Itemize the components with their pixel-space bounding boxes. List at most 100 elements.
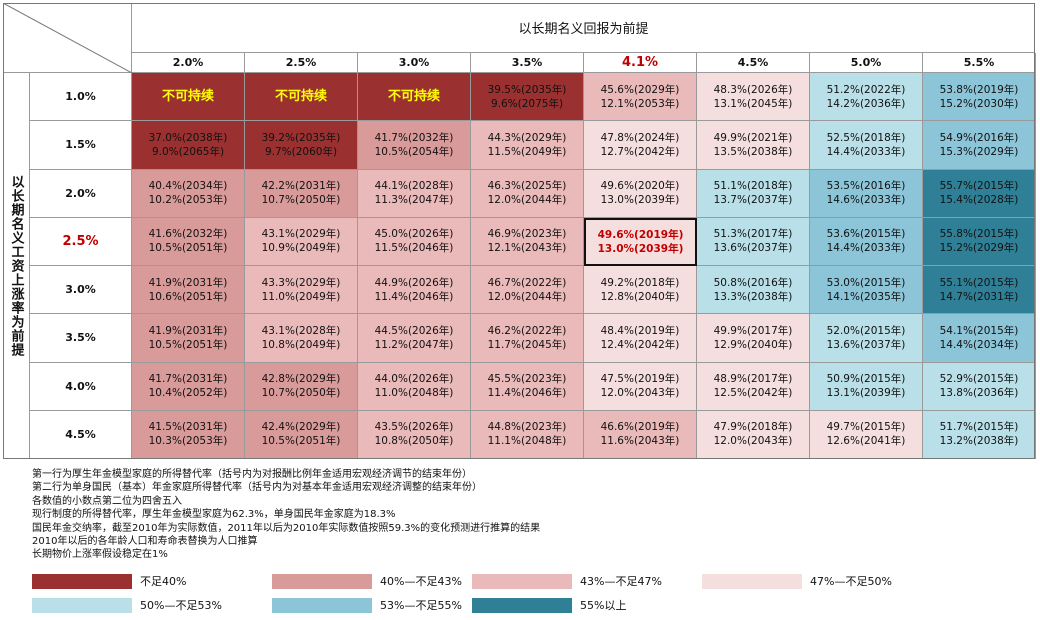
heatmap-cell: 42.4%(2029年) 10.5%(2051年) <box>245 410 358 459</box>
cell-line-model-household: 46.9%(2023年) <box>487 228 567 241</box>
row-header: 2.5% <box>30 217 132 266</box>
cell-line-model-household: 52.5%(2018年) <box>826 131 906 144</box>
heatmap-cell: 41.7%(2031年) 10.4%(2052年) <box>132 362 245 411</box>
cell-line-model-household: 45.6%(2029年) <box>600 83 680 96</box>
cell-line-single-household: 11.4%(2046年) <box>487 387 567 400</box>
cell-line-model-household: 41.9%(2031年) <box>148 276 228 289</box>
heatmap-cell: 49.9%(2017年) 12.9%(2040年) <box>697 314 810 363</box>
cell-line-single-household: 11.1%(2048年) <box>487 435 567 448</box>
cell-line-model-household: 49.2%(2018年) <box>600 276 680 289</box>
cell-line-model-household: 42.2%(2031年) <box>261 180 341 193</box>
cell-line-model-household: 48.3%(2026年) <box>713 83 793 96</box>
cell-line-model-household: 46.2%(2022年) <box>487 324 567 337</box>
cell-line-single-household: 9.6%(2075年) <box>490 97 564 110</box>
cell-line-single-household: 10.8%(2049年) <box>261 338 341 351</box>
row-header: 1.5% <box>30 121 132 170</box>
cell-line-model-household: 48.4%(2019年) <box>600 324 680 337</box>
heatmap-cell: 41.6%(2032年) 10.5%(2051年) <box>132 217 245 266</box>
cell-line-single-household: 10.5%(2051年) <box>148 242 228 255</box>
heatmap-cell: 43.1%(2029年) 10.9%(2049年) <box>245 217 358 266</box>
cell-line-single-household: 14.4%(2034年) <box>939 338 1019 351</box>
cell-line-model-household: 45.5%(2023年) <box>487 373 567 386</box>
cell-line-single-household: 15.2%(2030年) <box>939 97 1019 110</box>
cell-line-model-household: 51.2%(2022年) <box>826 83 906 96</box>
heatmap-cell: 55.8%(2015年) 15.2%(2029年) <box>923 217 1036 266</box>
cell-line-single-household: 12.7%(2042年) <box>600 145 680 158</box>
legend-swatch <box>32 573 132 589</box>
column-header: 5.0% <box>810 53 923 73</box>
heatmap-cell: 44.1%(2028年) 11.3%(2047年) <box>358 169 471 218</box>
cell-line-model-household: 41.5%(2031年) <box>148 421 228 434</box>
cell-line-single-household: 11.5%(2049年) <box>487 145 567 158</box>
cell-line-model-household: 44.3%(2029年) <box>487 131 567 144</box>
heatmap-cell: 48.3%(2026年) 13.1%(2045年) <box>697 73 810 122</box>
cell-line-model-household: 41.7%(2032年) <box>374 131 454 144</box>
cell-line-single-household: 12.6%(2041年) <box>826 435 906 448</box>
legend-item: 不足40% <box>32 573 186 589</box>
cell-line-single-household: 11.5%(2046年) <box>374 242 454 255</box>
cell-line-model-household: 53.8%(2019年) <box>939 83 1019 96</box>
cell-line-single-household: 11.7%(2045年) <box>487 338 567 351</box>
cell-line-single-household: 11.3%(2047年) <box>374 194 454 207</box>
cell-line-model-household: 41.6%(2032年) <box>148 228 228 241</box>
legend: 不足40% 40%—不足43% 43%—不足47% 47%—不足50% 50%—不足53… <box>32 573 1032 619</box>
heatmap-cell: 42.2%(2031年) 10.7%(2050年) <box>245 169 358 218</box>
column-header: 2.0% <box>132 53 245 73</box>
heatmap-cell: 53.0%(2015年) 14.1%(2035年) <box>810 266 923 315</box>
footnote-line: 第一行为厚生年金模型家庭的所得替代率（括号内为对报酬比例年金适用宏观经济调节的结… <box>32 469 472 480</box>
legend-item: 50%—不足53% <box>32 597 222 613</box>
heatmap-cell: 50.9%(2015年) 13.1%(2039年) <box>810 362 923 411</box>
table-corner <box>3 3 132 73</box>
heatmap-cell: 52.0%(2015年) 13.6%(2037年) <box>810 314 923 363</box>
cell-line-model-household: 49.6%(2019年) <box>597 228 684 241</box>
heatmap-cell: 54.1%(2015年) 14.4%(2034年) <box>923 314 1036 363</box>
heatmap-cell: 49.6%(2020年) 13.0%(2039年) <box>584 169 697 218</box>
cell-line-model-household: 54.9%(2016年) <box>939 131 1019 144</box>
heatmap-cell: 49.7%(2015年) 12.6%(2041年) <box>810 410 923 459</box>
heatmap-cell: 43.1%(2028年) 10.8%(2049年) <box>245 314 358 363</box>
cell-line-single-household: 14.1%(2035年) <box>826 290 906 303</box>
heatmap-cell: 50.8%(2016年) 13.3%(2038年) <box>697 266 810 315</box>
heatmap-cell: 51.7%(2015年) 13.2%(2038年) <box>923 410 1036 459</box>
cell-line-single-household: 12.1%(2053年) <box>600 97 680 110</box>
cell-line-single-household: 10.7%(2050年) <box>261 387 341 400</box>
cell-line-single-household: 13.3%(2038年) <box>713 290 793 303</box>
cell-line-model-household: 49.6%(2020年) <box>600 180 680 193</box>
heatmap-cell: 45.5%(2023年) 11.4%(2046年) <box>471 362 584 411</box>
cell-line-single-household: 11.6%(2043年) <box>600 435 680 448</box>
heatmap-cell: 42.8%(2029年) 10.7%(2050年) <box>245 362 358 411</box>
column-header: 4.5% <box>697 53 810 73</box>
heatmap-cell: 40.4%(2034年) 10.2%(2053年) <box>132 169 245 218</box>
cell-line-model-household: 49.9%(2017年) <box>713 324 793 337</box>
cell-line-model-household: 54.1%(2015年) <box>939 324 1019 337</box>
legend-item: 43%—不足47% <box>472 573 662 589</box>
cell-line-model-household: 46.6%(2019年) <box>600 421 680 434</box>
cell-line-model-household: 47.8%(2024年) <box>600 131 680 144</box>
legend-swatch <box>472 573 572 589</box>
legend-label: 55%以上 <box>580 599 627 612</box>
cell-line-model-household: 50.8%(2016年) <box>713 276 793 289</box>
cell-line-model-household: 43.1%(2029年) <box>261 228 341 241</box>
cell-line-model-household: 47.9%(2018年) <box>713 421 793 434</box>
heatmap-cell: 44.3%(2029年) 11.5%(2049年) <box>471 121 584 170</box>
cell-line-model-household: 50.9%(2015年) <box>826 373 906 386</box>
column-header: 5.5% <box>923 53 1036 73</box>
row-axis-title: 以长期名义工资上涨率为前提 <box>3 73 30 459</box>
cell-line-model-household: 43.3%(2029年) <box>261 276 341 289</box>
cell-line-model-household: 51.7%(2015年) <box>939 421 1019 434</box>
legend-label: 不足40% <box>140 575 187 588</box>
cell-line-single-household: 10.5%(2051年) <box>261 435 341 448</box>
heatmap-cell: 39.2%(2035年) 9.7%(2060年) <box>245 121 358 170</box>
heatmap-cell: 44.5%(2026年) 11.2%(2047年) <box>358 314 471 363</box>
column-header: 3.0% <box>358 53 471 73</box>
column-header: 2.5% <box>245 53 358 73</box>
cell-line-single-household: 13.8%(2036年) <box>939 387 1019 400</box>
heatmap-cell: 48.4%(2019年) 12.4%(2042年) <box>584 314 697 363</box>
heatmap-cell: 49.9%(2021年) 13.5%(2038年) <box>697 121 810 170</box>
heatmap-cell: 43.5%(2026年) 10.8%(2050年) <box>358 410 471 459</box>
heatmap-cell: 51.1%(2018年) 13.7%(2037年) <box>697 169 810 218</box>
heatmap-cell: 46.7%(2022年) 12.0%(2044年) <box>471 266 584 315</box>
not-sustainable-label: 不可持续 <box>274 88 327 104</box>
column-axis-title: 以长期名义回报为前提 <box>132 3 1035 53</box>
cell-line-single-household: 14.4%(2033年) <box>826 145 906 158</box>
